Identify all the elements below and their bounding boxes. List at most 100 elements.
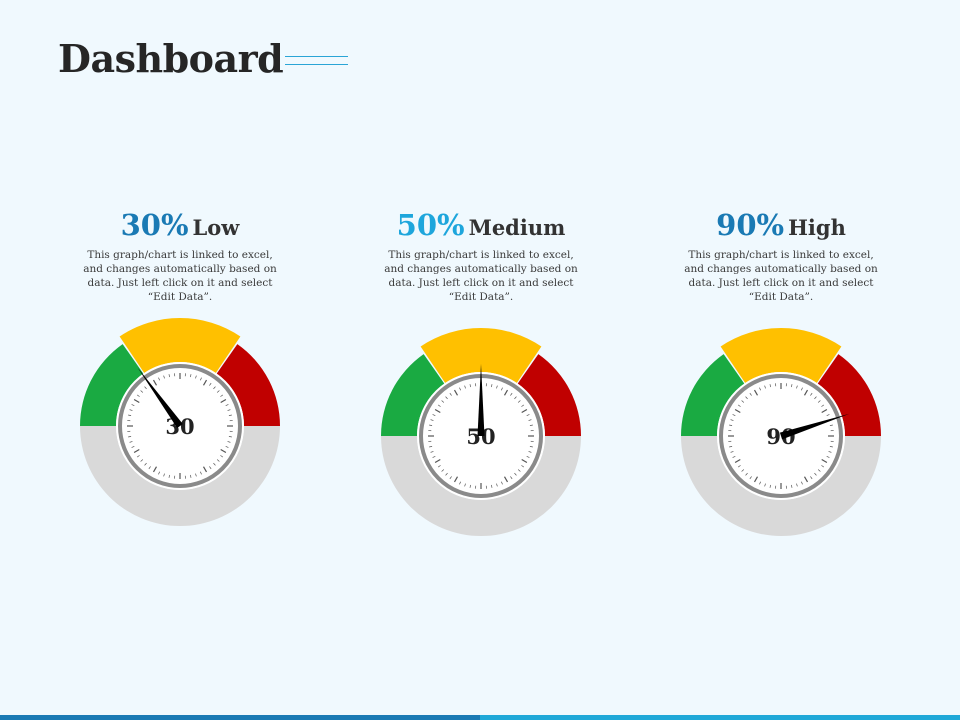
gauge-needle [477,364,485,436]
gauge-tick [496,385,498,389]
gauge-tick [529,446,533,448]
gauge-tick [732,456,736,458]
gauge-tick [131,404,135,406]
gauge-band-high [517,354,581,436]
gauge-tick [441,469,445,472]
gauge-tick [437,404,441,407]
gauge-tick [152,379,158,386]
gauge-tick [759,387,761,391]
gauge-tick [729,446,733,448]
gauge-value-label: 90 [766,424,795,449]
gauge-tick [168,474,170,478]
gauge-band-high [216,344,280,426]
gauge-tick [741,400,745,403]
gauge-needle [137,367,183,429]
gauge-tick [734,408,741,414]
gauge-tick [453,476,459,483]
gauge-tick [430,451,434,453]
gauge-tick [801,481,803,485]
gauge-tick [216,390,220,393]
gauge-card-low: 30% Low This graph/chart is linked to exc… [60,208,300,304]
gauge-percent: 30% [120,208,189,242]
gauge-band-medium [420,328,542,383]
gauge-tick [200,377,202,381]
gauge-tick [521,465,525,468]
gauge-description: This graph/chart is linked to excel, and… [384,249,578,303]
gauge-tick [220,455,224,458]
gauge-tick [445,472,448,476]
gauge-tick [148,466,151,470]
gauge-tick [459,481,461,485]
gauge-tick [749,476,752,480]
gauge-tick [449,392,452,396]
gauge-tick [769,484,771,488]
title-line-top [285,56,348,57]
gauge-track [381,436,581,536]
gauge-tick [521,458,528,464]
gauge-tick [528,451,532,453]
gauge-tick [464,483,466,487]
gauge-tick [459,387,461,391]
gauge-tick [829,424,833,426]
gauge-tick [437,465,441,468]
gauge-tick [129,409,133,411]
gauge-tick [796,385,798,389]
gauge-tick [814,472,817,476]
gauge-band-low [681,354,745,436]
gauge-tick [140,459,144,462]
gauge-tick [445,396,448,400]
gauge-high[interactable]: 90 [661,316,901,556]
gauge-tick [131,446,135,448]
gauge-tick [764,483,766,487]
gauge-level: High [788,215,846,240]
gauge-band-low [381,354,445,436]
gauge-tick [503,389,509,396]
gauge-heading: 30% Low [60,208,300,242]
gauge-tick [136,394,140,397]
gauge-band-low [80,344,144,426]
gauge-tick [213,386,216,390]
gauge-track [80,426,280,526]
gauge-tick [227,409,231,411]
gauge-tick [764,385,766,389]
gauge-tick [469,384,471,388]
gauge-tick [510,476,513,480]
gauge-tick [732,414,736,416]
gauge-tick [430,419,434,421]
gauge-tick [730,419,734,421]
gauge-track [681,436,881,536]
gauge-tick [136,455,140,458]
gauge-percent: 90% [716,208,785,242]
gauge-heading: 90% High [661,208,901,242]
gauge-medium[interactable]: 50 [361,316,601,556]
gauge-tick [209,382,212,386]
gauge-tick [491,384,493,388]
gauge-tick [821,404,825,407]
gauge-tick [817,469,821,472]
gauge-tick [501,387,503,391]
gauge-tick [128,436,132,438]
gauge-tick [737,465,741,468]
gauge-tick [225,404,229,406]
gauge-value-label: 30 [165,414,194,439]
gauge-tick [227,441,231,443]
gauge-needle [779,413,850,440]
gauge-dial-ring [118,364,242,488]
gauge-card-medium: 50% Medium This graph/chart is linked to … [361,208,601,304]
gauge-tick [521,404,525,407]
gauge-tick [202,466,208,473]
gauge-tick [791,484,793,488]
gauge-dial-ring [719,374,843,498]
footer-bar [0,715,960,720]
gauge-card-high: 90% High This graph/chart is linked to ex… [661,208,901,304]
gauge-tick [158,377,160,381]
gauge-tick [129,441,133,443]
gauge-low[interactable]: 30 [60,306,300,546]
gauge-tick [826,414,830,416]
gauge-tick [730,451,734,453]
gauge-tick [501,481,503,485]
gauge-tick [528,419,532,421]
gauge-tick [821,458,828,464]
gauge-description: This graph/chart is linked to excel, and… [684,249,878,303]
gauge-tick [128,414,132,416]
